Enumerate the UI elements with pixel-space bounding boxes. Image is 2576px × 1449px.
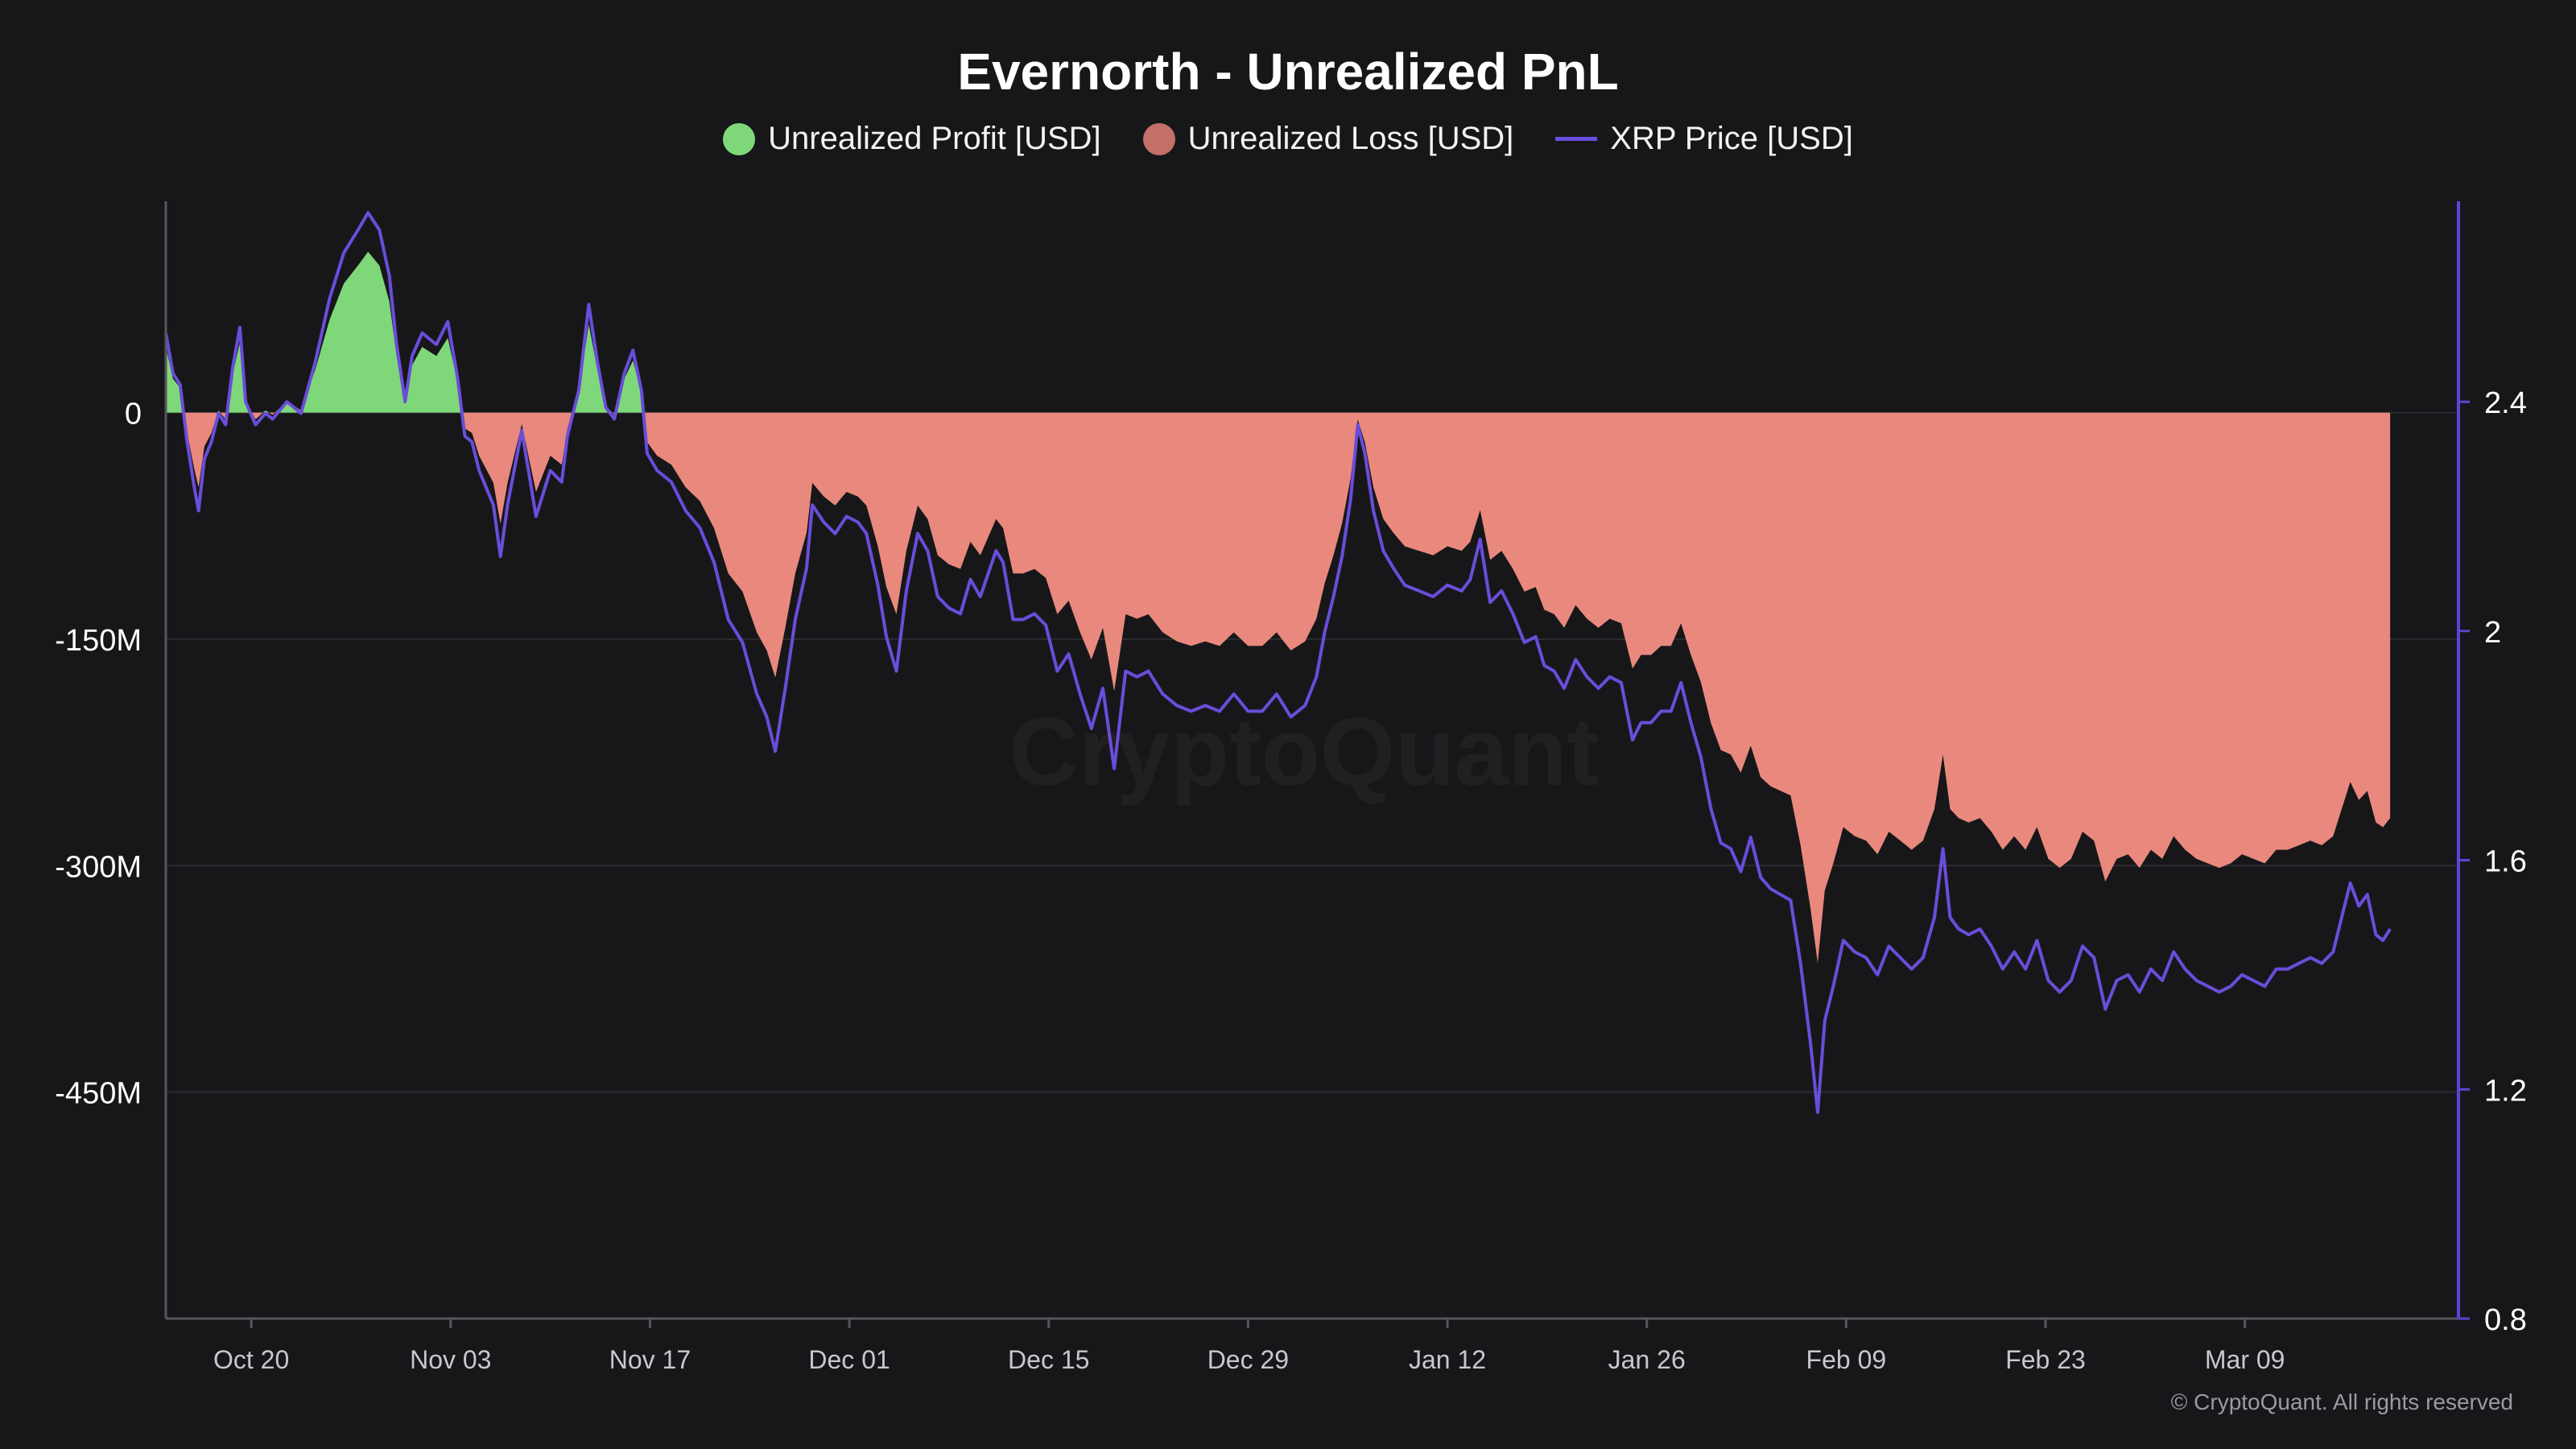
pnl-areas: [166, 251, 2391, 964]
y-axis-left-ticks: 0 -150M -300M -450M: [55, 398, 142, 1111]
y2-tick-label-0: 2.4: [2484, 386, 2527, 420]
x-tick-label-6: Jan 12: [1409, 1345, 1486, 1374]
xrp-price-line: [164, 211, 2392, 1114]
x-tick-label-5: Dec 29: [1208, 1345, 1289, 1374]
copyright: © CryptoQuant. All rights reserved: [2170, 1389, 2513, 1414]
y2-tick-label-4: 0.8: [2484, 1303, 2527, 1337]
watermark: CryptoQuant: [1009, 698, 1599, 806]
x-tick-label-8: Feb 09: [1806, 1345, 1887, 1374]
x-tick-label-0: Oct 20: [213, 1345, 289, 1374]
legend-profit-label: Unrealized Profit [USD]: [768, 121, 1101, 156]
x-tick-label-2: Nov 17: [609, 1345, 691, 1374]
legend-item-loss[interactable]: Unrealized Loss [USD]: [1142, 121, 1514, 157]
y2-tick-label-1: 2: [2484, 616, 2501, 650]
x-tick-label-3: Dec 01: [808, 1345, 890, 1374]
x-tick-label-4: Dec 15: [1008, 1345, 1089, 1374]
chart-title: Evernorth - Unrealized PnL: [957, 43, 1619, 101]
price-line-layer: [164, 211, 2392, 1114]
y2-tick-label-2: 1.6: [2484, 845, 2527, 879]
unrealized-loss-area: [184, 412, 2391, 964]
legend: Unrealized Profit [USD] Unrealized Loss …: [0, 121, 2576, 157]
axes: [164, 201, 2460, 1320]
legend-loss-dot: [1142, 122, 1175, 155]
legend-profit-dot: [723, 122, 756, 155]
x-tick-label-9: Feb 23: [2005, 1345, 2086, 1374]
x-axis-ticks: Oct 20 Nov 03 Nov 17 Dec 01 Dec 15 Dec 29 Jan …: [213, 1319, 2285, 1374]
legend-item-profit[interactable]: Unrealized Profit [USD]: [723, 121, 1101, 157]
y-tick-label-0: 0: [125, 398, 142, 431]
y2-tick-label-3: 1.2: [2484, 1074, 2527, 1108]
unrealized-profit-area: [166, 251, 644, 413]
legend-price-label: XRP Price [USD]: [1610, 121, 1853, 156]
y-tick-label-1: -150M: [55, 624, 142, 658]
y-tick-label-2: -300M: [55, 850, 142, 884]
x-tick-label-10: Mar 09: [2205, 1345, 2285, 1374]
legend-price-line: [1555, 137, 1598, 141]
y-tick-label-3: -450M: [55, 1077, 142, 1111]
legend-loss-label: Unrealized Loss [USD]: [1187, 121, 1514, 156]
x-tick-label-7: Jan 26: [1608, 1345, 1686, 1374]
x-tick-label-1: Nov 03: [410, 1345, 491, 1374]
legend-item-price[interactable]: XRP Price [USD]: [1555, 121, 1853, 157]
y-axis-right-ticks: 2.4 2 1.6 1.2 0.8: [2458, 386, 2527, 1337]
